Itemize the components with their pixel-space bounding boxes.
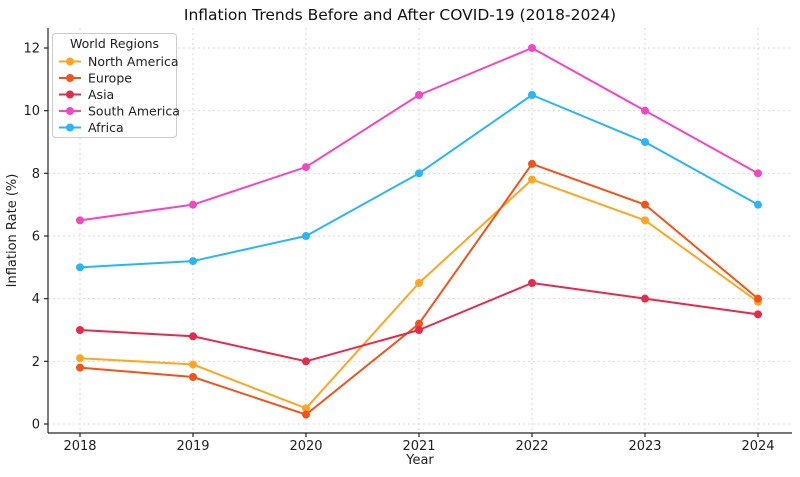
data-point-south-america-2019: [189, 200, 197, 209]
data-point-europe-2018: [76, 363, 84, 372]
y-tick-label-12: 12: [23, 42, 40, 57]
data-point-south-america-2020: [302, 163, 310, 172]
data-point-africa-2018: [76, 263, 84, 272]
data-point-africa-2022: [528, 91, 536, 99]
y-tick-label-4: 4: [32, 292, 40, 307]
data-point-africa-2021: [415, 169, 423, 178]
data-point-africa-2020: [302, 232, 310, 240]
legend-label-south-america: South America: [88, 104, 180, 119]
data-point-europe-2021: [415, 319, 423, 328]
series-europe: [76, 159, 762, 419]
data-point-north-america-2022: [528, 175, 536, 184]
series-south-america: [76, 44, 762, 225]
data-point-europe-2023: [641, 200, 649, 209]
data-point-europe-2024: [754, 294, 762, 303]
y-tick-label-2: 2: [32, 355, 40, 370]
data-point-africa-2023: [641, 138, 649, 146]
data-point-north-america-2019: [189, 360, 197, 369]
data-point-asia-2021: [415, 326, 423, 334]
data-point-africa-2024: [754, 200, 762, 209]
data-point-europe-2022: [528, 159, 536, 168]
series-asia: [76, 279, 762, 366]
data-point-africa-2019: [189, 257, 197, 266]
legend-item-south-america: South America: [59, 104, 180, 119]
data-point-asia-2018: [76, 326, 84, 334]
data-point-south-america-2018: [76, 216, 84, 225]
y-tick-label-10: 10: [23, 104, 40, 119]
data-point-south-america-2022: [528, 44, 536, 52]
y-tick-label-6: 6: [32, 230, 40, 245]
x-tick-label-2019: 2019: [176, 439, 209, 454]
legend-label-africa: Africa: [88, 120, 124, 135]
data-point-asia-2023: [641, 294, 649, 303]
series-north-america: [76, 175, 762, 413]
data-point-north-america-2021: [415, 279, 423, 287]
legend-marker-dot-africa: [66, 123, 74, 132]
data-point-europe-2020: [302, 410, 310, 419]
x-axis-title: Year: [405, 453, 434, 468]
legend-item-asia: Asia: [59, 87, 114, 102]
y-axis-title: Inflation Rate (%): [5, 174, 20, 288]
data-point-north-america-2018: [76, 354, 84, 363]
legend-label-north-america: North America: [88, 54, 179, 69]
x-tick-label-2023: 2023: [628, 439, 661, 454]
legend-title: World Regions: [70, 36, 159, 51]
y-tick-label-8: 8: [32, 167, 40, 182]
x-tick-label-2020: 2020: [289, 439, 322, 454]
series-line-africa: [79, 94, 759, 269]
legend-box: [52, 33, 177, 138]
legend-marker-dot-north-america: [66, 57, 74, 66]
legend-marker-dot-asia: [66, 90, 74, 99]
data-point-north-america-2023: [641, 216, 649, 225]
x-tick-label-2022: 2022: [515, 439, 548, 454]
data-point-south-america-2021: [415, 91, 423, 99]
legend-label-asia: Asia: [88, 87, 114, 102]
chart-title: Inflation Trends Before and After COVID-…: [183, 6, 617, 24]
legend-item-north-america: North America: [59, 54, 179, 69]
data-point-north-america-2020: [302, 404, 310, 413]
x-tick-label-2024: 2024: [741, 439, 774, 454]
data-point-south-america-2023: [641, 106, 649, 115]
data-point-asia-2019: [189, 332, 197, 341]
x-tick-label-2018: 2018: [63, 439, 96, 454]
data-point-asia-2020: [302, 357, 310, 366]
legend-marker-dot-europe: [66, 74, 74, 82]
legend-label-europe: Europe: [88, 71, 132, 86]
legend-item-europe: Europe: [59, 71, 132, 86]
x-tick-label-2021: 2021: [402, 439, 435, 454]
y-tick-label-0: 0: [32, 418, 40, 433]
data-point-asia-2024: [754, 310, 762, 319]
series-africa: [76, 91, 762, 272]
legend-item-africa: Africa: [59, 120, 124, 135]
data-point-europe-2019: [189, 373, 197, 381]
legend-marker-dot-south-america: [66, 107, 74, 115]
data-point-south-america-2024: [754, 169, 762, 178]
data-point-asia-2022: [528, 279, 536, 287]
